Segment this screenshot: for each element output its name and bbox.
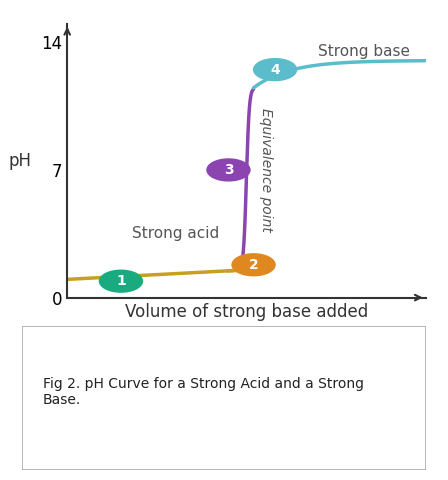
Circle shape xyxy=(232,254,275,276)
Text: 4: 4 xyxy=(270,62,280,77)
Circle shape xyxy=(254,59,297,81)
FancyBboxPatch shape xyxy=(22,326,426,470)
Text: Strong acid: Strong acid xyxy=(132,226,219,241)
Text: 3: 3 xyxy=(224,163,233,177)
Circle shape xyxy=(99,270,142,292)
Text: Equivalence point: Equivalence point xyxy=(259,108,273,232)
Text: 2: 2 xyxy=(249,258,258,272)
Text: Fig 2. pH Curve for a Strong Acid and a Strong
Base.: Fig 2. pH Curve for a Strong Acid and a … xyxy=(43,377,364,407)
Text: Strong base: Strong base xyxy=(318,44,410,59)
Circle shape xyxy=(207,159,250,181)
Text: 1: 1 xyxy=(116,274,126,288)
Y-axis label: pH: pH xyxy=(9,152,32,170)
X-axis label: Volume of strong base added: Volume of strong base added xyxy=(125,303,368,321)
